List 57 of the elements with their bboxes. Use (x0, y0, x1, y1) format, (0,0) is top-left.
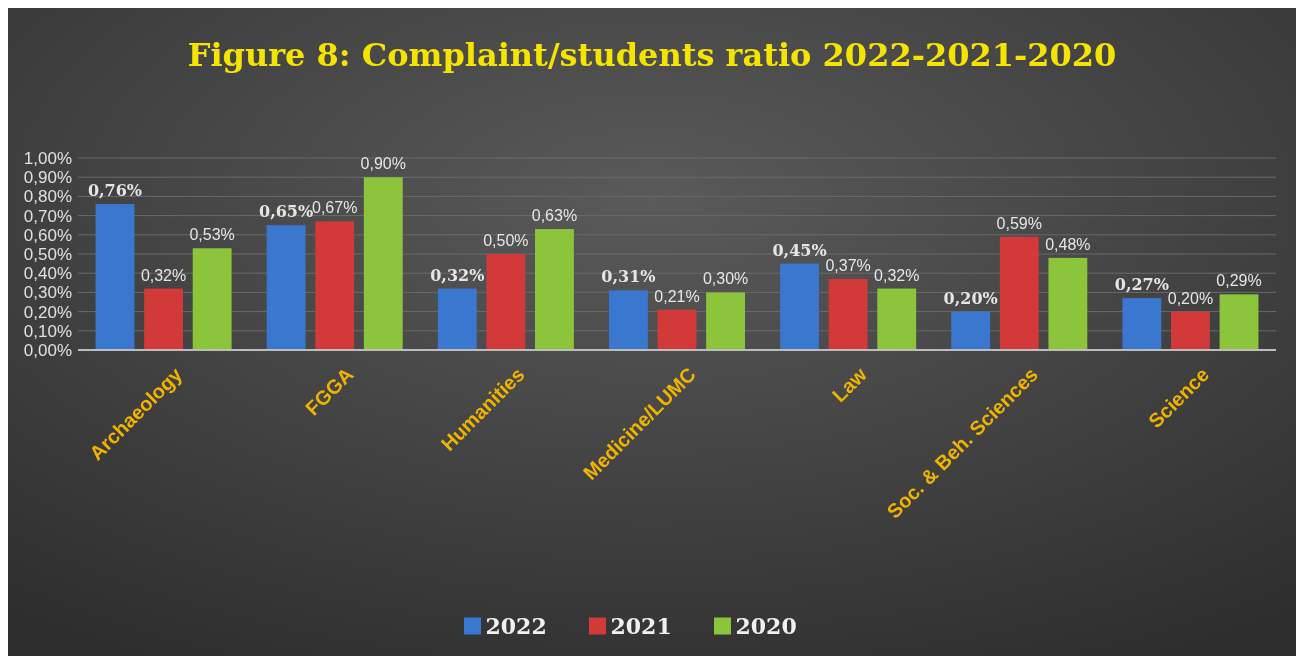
data-label: 0,30% (702, 270, 749, 288)
data-label: 0,32% (140, 266, 187, 284)
y-tick-label: 0,80% (23, 187, 72, 207)
bar (1048, 257, 1088, 350)
data-label: 0,76% (87, 181, 143, 201)
data-label: 0,90% (360, 155, 406, 173)
legend-label: 2020 (735, 612, 797, 639)
bar (535, 229, 574, 350)
data-label: 0,59% (996, 214, 1042, 232)
bar (192, 248, 232, 350)
data-label: 0,31% (601, 267, 656, 287)
bar (363, 177, 403, 350)
data-label: 0,37% (825, 256, 871, 274)
bar (486, 254, 526, 350)
bar (828, 278, 868, 350)
data-label: 0,67% (312, 199, 358, 217)
bar (657, 309, 697, 350)
data-label: 0,63% (531, 207, 578, 225)
data-label: 0,48% (1045, 235, 1091, 253)
bar (144, 288, 183, 350)
data-label: 0,45% (772, 240, 827, 260)
legend-label: 2021 (610, 612, 672, 639)
bar (951, 311, 991, 350)
chart-title: Figure 8: Complaint/students ratio 2022-2021-2020 (187, 36, 1117, 74)
bar (315, 221, 355, 350)
data-label: 0,27% (1114, 275, 1169, 295)
data-label: 0,20% (943, 288, 998, 308)
y-tick-label: 0,40% (23, 264, 72, 284)
y-tick-label: 0,90% (23, 168, 72, 188)
data-label: 0,32% (430, 265, 485, 285)
y-tick-label: 0,70% (23, 206, 72, 226)
data-label: 0,50% (483, 232, 529, 249)
y-tick-label: 1,00% (23, 148, 72, 168)
data-label: 0,65% (259, 202, 314, 222)
bar (1122, 298, 1162, 350)
y-tick-label: 0,30% (23, 283, 72, 303)
y-tick-label: 0,10% (23, 321, 72, 341)
bar (608, 290, 648, 350)
bar (1219, 294, 1259, 350)
data-label: 0,53% (189, 226, 235, 244)
bar (706, 292, 746, 350)
data-label: 0,20% (1167, 289, 1214, 307)
data-label: 0,29% (1216, 272, 1262, 290)
data-label: 0,21% (654, 287, 700, 305)
bar (437, 288, 477, 350)
bar (999, 236, 1039, 350)
bar (1171, 311, 1210, 350)
y-tick-label: 0,50% (23, 244, 72, 264)
bar (95, 204, 135, 350)
bar (877, 288, 917, 350)
bar (266, 225, 306, 350)
y-tick-label: 0,20% (23, 302, 72, 322)
y-tick-label: 0,00% (23, 340, 72, 360)
y-tick-label: 0,60% (23, 225, 72, 245)
bar (780, 263, 819, 350)
data-label: 0,32% (874, 266, 920, 284)
legend-label: 2022 (485, 612, 547, 639)
